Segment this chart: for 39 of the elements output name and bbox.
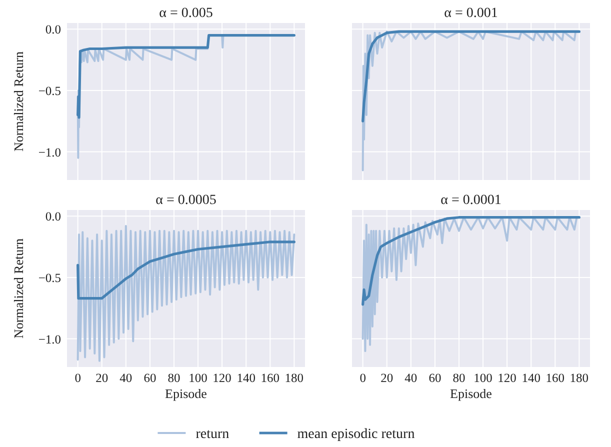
x-tick-label: 180 (284, 371, 304, 385)
x-tick-label: 120 (498, 371, 516, 385)
x-tick-label: 140 (522, 371, 540, 385)
x-axis-title: Episode (450, 386, 492, 401)
x-tick-label: 160 (260, 371, 280, 385)
x-tick-label: 20 (380, 371, 394, 385)
x-tick-label: 100 (188, 371, 208, 385)
x-tick-label: 0 (74, 371, 81, 385)
chart-title: α = 0.0001 (440, 193, 502, 208)
x-tick-label: 180 (570, 371, 589, 385)
chart-title: α = 0.001 (444, 6, 498, 21)
y-tick-label: −1.0 (38, 145, 61, 160)
chart-title: α = 0.005 (159, 6, 213, 21)
y-tick-label: 0.0 (45, 210, 61, 224)
x-tick-label: 100 (474, 371, 492, 385)
legend-label: return (196, 427, 230, 442)
x-tick-label: 80 (168, 371, 180, 385)
y-axis-title: Normalized Return (11, 51, 26, 152)
x-tick-label: 60 (144, 371, 156, 385)
y-axis-title: Normalized Return (11, 238, 26, 338)
line-series (76, 224, 296, 362)
x-tick-label: 120 (212, 371, 232, 385)
chart-title: α = 0.0005 (156, 193, 216, 208)
x-axis-title: Episode (165, 386, 208, 401)
x-tick-label: 0 (360, 371, 366, 385)
x-tick-label: 160 (546, 371, 565, 385)
x-tick-label: 80 (452, 371, 466, 385)
x-tick-label: 20 (96, 371, 108, 385)
y-tick-label: −0.5 (38, 84, 61, 98)
x-tick-label: 60 (428, 371, 442, 385)
legend-label: mean episodic return (297, 427, 415, 442)
line-series (76, 34, 296, 119)
x-tick-label: 40 (120, 371, 132, 385)
y-tick-label: −0.5 (38, 270, 61, 285)
x-tick-label: 140 (236, 371, 256, 385)
y-tick-label: 0.0 (45, 22, 61, 37)
x-tick-label: 40 (404, 371, 418, 385)
line-series (76, 240, 296, 300)
y-tick-label: −1.0 (38, 332, 61, 346)
